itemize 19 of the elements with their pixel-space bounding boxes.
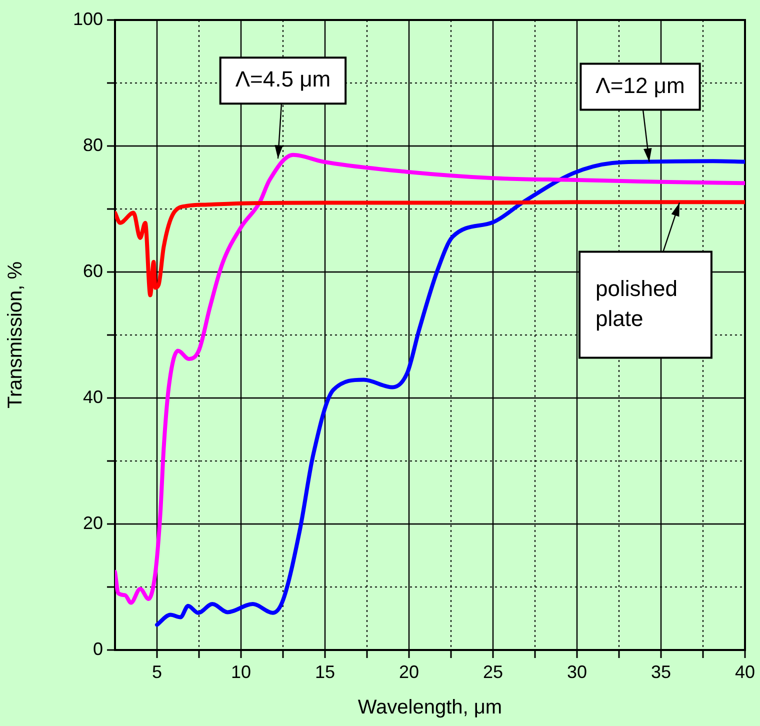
x-tick-label: 30 bbox=[566, 662, 588, 682]
annotation: Λ=12 μm bbox=[596, 72, 685, 98]
annotation: Λ=4.5 μm bbox=[235, 66, 331, 92]
annotation: polished plate bbox=[596, 276, 678, 331]
y-tick-label: 20 bbox=[82, 512, 103, 533]
y-axis-title: Transmission, % bbox=[4, 261, 27, 409]
x-tick-label: 25 bbox=[482, 662, 504, 682]
y-tick-label: 0 bbox=[92, 638, 103, 659]
x-tick-label: 35 bbox=[650, 662, 672, 682]
x-axis-title: Wavelength, μm bbox=[358, 696, 502, 719]
x-tick-label: 5 bbox=[152, 662, 162, 682]
x-tick-label: 10 bbox=[230, 662, 252, 682]
x-tick-label: 40 bbox=[734, 662, 756, 682]
x-tick-label: 15 bbox=[314, 662, 336, 682]
y-tick-label: 100 bbox=[72, 8, 103, 29]
y-tick-label: 40 bbox=[82, 386, 103, 407]
y-tick-label: 60 bbox=[82, 260, 103, 281]
x-tick-label: 20 bbox=[398, 662, 420, 682]
y-tick-label: 80 bbox=[82, 134, 103, 155]
